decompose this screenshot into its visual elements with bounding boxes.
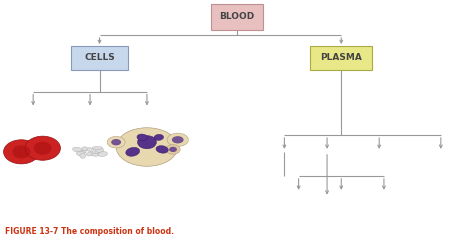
Ellipse shape <box>156 146 168 153</box>
Ellipse shape <box>80 153 85 158</box>
Ellipse shape <box>12 145 30 159</box>
Ellipse shape <box>86 148 94 152</box>
Ellipse shape <box>169 147 177 152</box>
Ellipse shape <box>111 139 121 145</box>
FancyBboxPatch shape <box>211 4 263 30</box>
Ellipse shape <box>94 150 100 154</box>
Ellipse shape <box>98 152 108 156</box>
FancyBboxPatch shape <box>310 46 372 70</box>
Text: BLOOD: BLOOD <box>219 12 255 21</box>
Ellipse shape <box>137 135 156 149</box>
Ellipse shape <box>25 136 61 160</box>
Text: PLASMA: PLASMA <box>320 53 362 62</box>
Ellipse shape <box>92 147 102 149</box>
Ellipse shape <box>34 142 52 155</box>
Ellipse shape <box>107 136 125 148</box>
Ellipse shape <box>172 136 183 143</box>
Ellipse shape <box>126 147 140 156</box>
Ellipse shape <box>154 134 164 140</box>
Ellipse shape <box>167 133 188 146</box>
Ellipse shape <box>116 128 178 166</box>
Text: CELLS: CELLS <box>84 53 115 62</box>
Ellipse shape <box>137 134 147 141</box>
Ellipse shape <box>4 140 39 164</box>
Ellipse shape <box>95 148 104 152</box>
Ellipse shape <box>82 147 87 151</box>
Ellipse shape <box>91 153 100 156</box>
Ellipse shape <box>86 152 94 156</box>
Text: FIGURE 13-7 The composition of blood.: FIGURE 13-7 The composition of blood. <box>5 227 174 236</box>
Ellipse shape <box>76 151 85 156</box>
Ellipse shape <box>166 145 180 154</box>
Ellipse shape <box>80 150 86 153</box>
FancyBboxPatch shape <box>71 46 128 70</box>
Ellipse shape <box>73 147 82 152</box>
